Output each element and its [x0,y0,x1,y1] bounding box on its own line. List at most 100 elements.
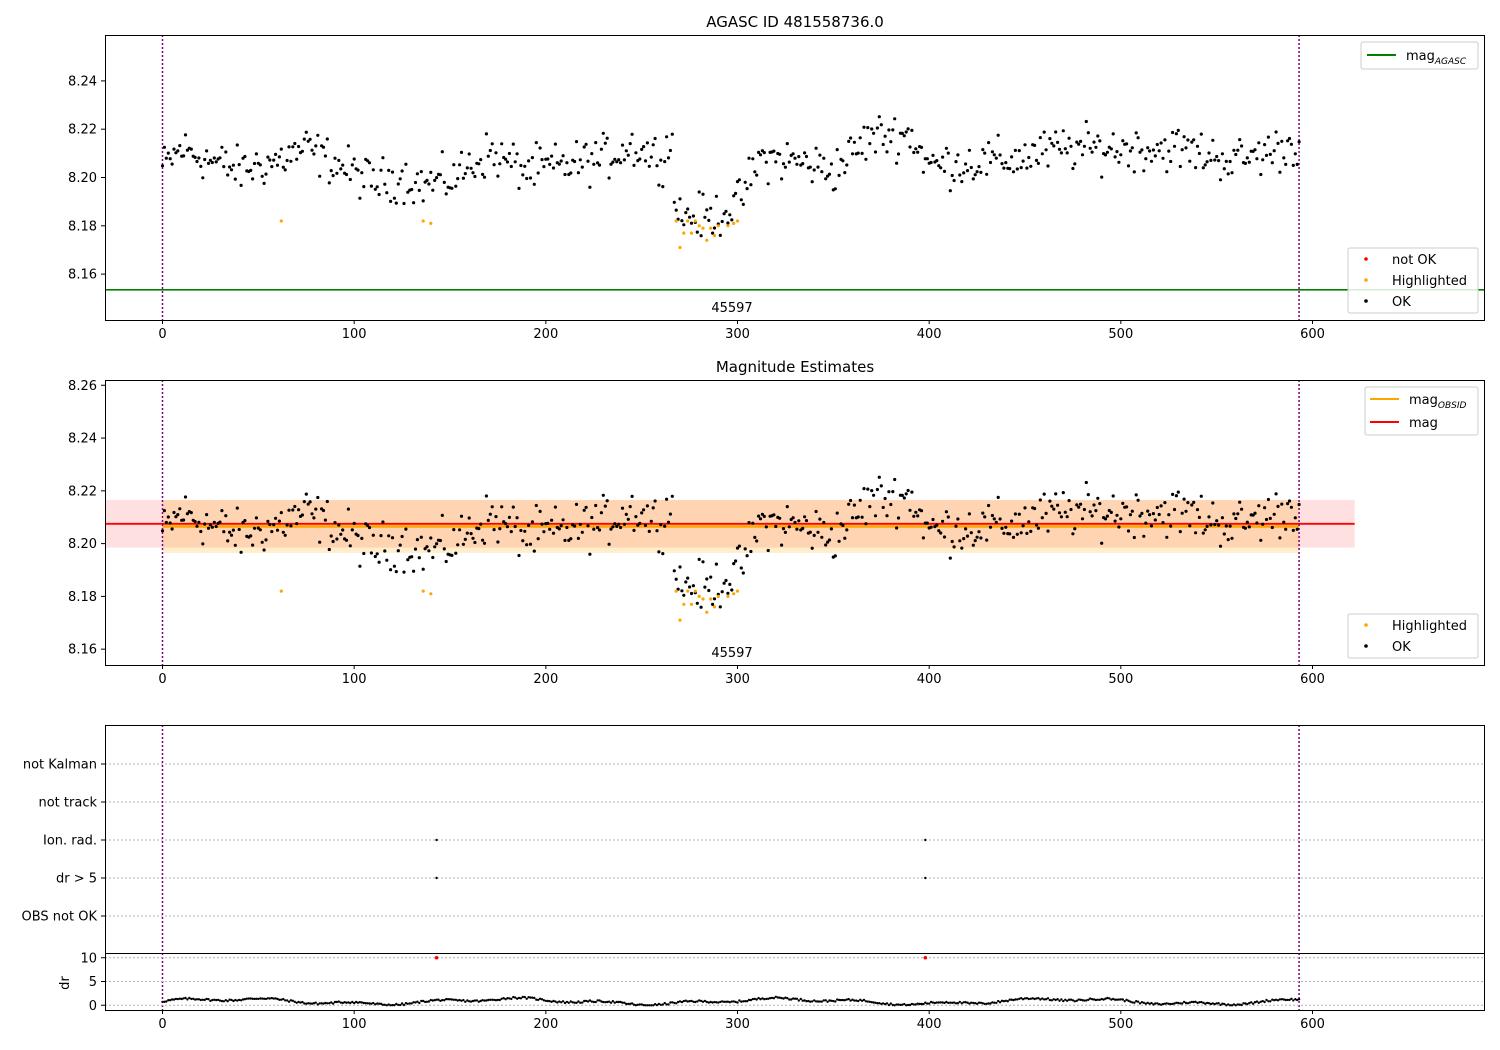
ok-point [1226,538,1230,542]
dr-point [912,1003,915,1006]
ok-point [417,188,421,192]
dr-point [312,1002,316,1005]
panel-1-legend-lines: magAGASC [1360,41,1479,70]
highlighted-point [705,238,709,242]
ok-point [1125,142,1129,146]
ok-point [383,182,387,186]
ok-point [291,508,295,512]
ok-point [582,508,586,512]
dr-point [239,999,243,1002]
dr-point [188,996,191,1000]
ok-point [304,492,308,496]
ok-point [461,176,465,180]
ok-point [613,522,617,526]
dr-point [1004,999,1007,1002]
ok-point [1293,152,1297,156]
ok-point [229,533,234,537]
dr-point [1246,1003,1249,1006]
ok-point [1069,144,1073,148]
ok-point [377,560,381,564]
ok-point [780,177,784,181]
dr-point [1251,1002,1255,1005]
ok-point [877,475,881,479]
ok-point [987,503,991,508]
dr-point [583,999,586,1003]
ok-point [655,164,659,168]
ok-point [297,144,301,149]
ok-point [300,149,304,153]
flag-point [924,876,927,880]
dr-point [742,1000,745,1003]
ok-point [258,163,262,167]
ok-point [622,522,627,526]
ok-point [312,152,316,156]
ok-point [557,162,561,166]
ok-point [381,156,385,160]
ok-point [314,507,318,511]
ok-point [1203,163,1207,167]
ok-point [1071,532,1075,536]
ok-point [1172,144,1177,148]
ok-point [691,584,696,588]
ok-point [197,156,201,160]
ok-point [308,500,312,504]
ok-point [624,512,628,517]
panel-1-title: AGASC ID 481558736.0 [706,13,884,31]
ok-point [607,176,611,180]
ok-point [565,525,569,530]
ok-point [576,536,581,541]
dr-point [768,997,772,1000]
ok-point [973,539,977,543]
dr-point [215,998,218,1002]
panel-2-axes: 0 100 200 300 400 500 6008.168.188.208.228.248… [68,379,1325,687]
x-tick-label: 400 [917,1017,942,1032]
ok-point [906,488,910,493]
legend-line-subscript: OBSID [1438,401,1467,411]
ok-point [619,525,623,530]
ok-point [1121,139,1125,143]
ok-point [849,498,853,503]
ok-point [603,141,607,145]
panel-1-obsid-label: 45597 [711,301,752,316]
ok-point [394,201,398,205]
dr-point [527,996,530,999]
ok-point [208,158,212,162]
ok-point [647,529,651,534]
ok-point [783,530,788,535]
ok-point [686,576,690,580]
ok-point [1268,516,1272,521]
ok-point [962,171,966,175]
ok-point [1276,504,1280,508]
ok-point [251,543,255,547]
ok-point [1259,172,1263,177]
ok-point [523,164,527,168]
ok-point [596,161,600,165]
ok-point [908,145,912,149]
ok-point [254,516,258,520]
dr-point [1261,999,1264,1003]
dr-point [1002,1000,1006,1003]
dr-point [995,1001,998,1005]
ok-point [1163,501,1167,505]
ok-point [954,524,958,528]
ok-point [396,549,400,553]
ok-point [925,157,929,161]
dr-point [922,1002,925,1006]
ok-point [433,545,437,549]
x-tick-label: 0 [158,672,166,687]
dr-point [343,1001,346,1004]
ok-point [1182,497,1186,501]
dr-point [931,1001,935,1004]
ok-point [1034,523,1039,527]
dr-point [280,998,283,1001]
ok-point [1023,143,1027,147]
ok-point [852,503,857,507]
dr-point [893,1004,896,1007]
highlighted-point [279,219,283,223]
ok-point [1153,518,1157,522]
ok-point [818,153,822,157]
ok-point [413,547,418,551]
ok-point [542,530,546,534]
ok-point [643,159,648,163]
dr-point [487,998,490,1002]
